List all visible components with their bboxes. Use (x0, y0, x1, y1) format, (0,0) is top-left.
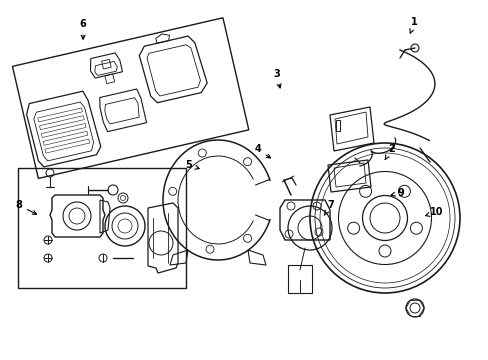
Text: 4: 4 (254, 144, 270, 158)
Text: 10: 10 (425, 207, 442, 217)
Text: 2: 2 (385, 144, 394, 160)
Text: 7: 7 (324, 200, 333, 215)
Text: 1: 1 (409, 17, 417, 33)
Text: 8: 8 (15, 200, 37, 214)
Text: 3: 3 (272, 69, 281, 88)
Bar (287, 265, 311, 293)
Text: 9: 9 (390, 188, 404, 198)
Text: 6: 6 (80, 19, 86, 39)
Bar (18, 168, 185, 288)
Text: 5: 5 (184, 160, 199, 170)
